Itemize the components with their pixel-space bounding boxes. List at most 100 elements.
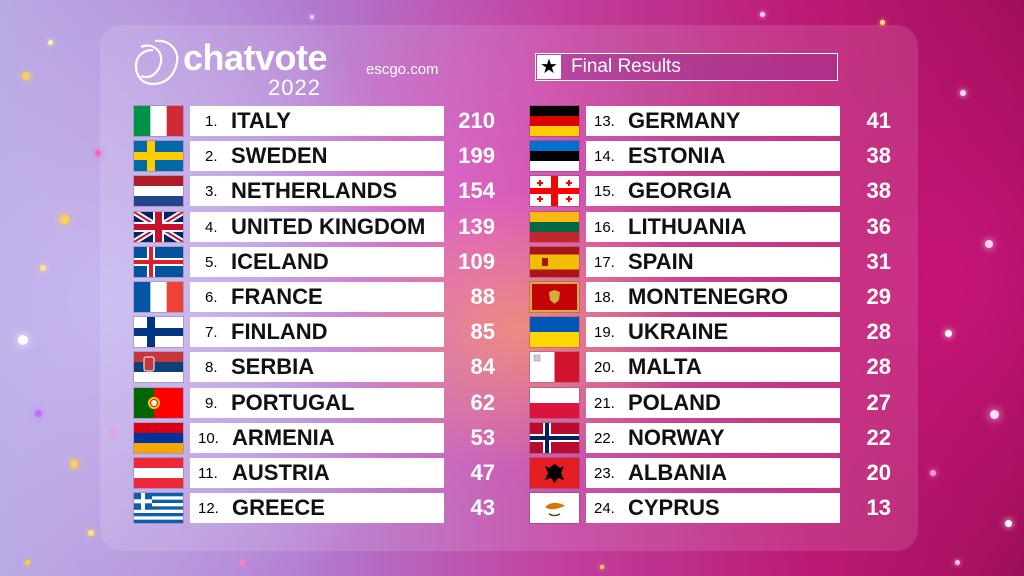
- points-value: 28: [866, 319, 891, 345]
- rank-label: 9.: [205, 394, 218, 412]
- confetti-dot: [25, 560, 30, 565]
- result-row: 19. UKRAINE 28: [530, 317, 891, 348]
- result-row: 21. POLAND 27: [530, 387, 891, 418]
- rank-label: 7.: [205, 324, 218, 342]
- result-row: 3. NETHERLANDS 154: [134, 176, 495, 207]
- rank-label: 11.: [198, 465, 218, 482]
- result-row: 14. ESTONIA 38: [530, 141, 891, 172]
- flag-france-icon: [134, 282, 183, 312]
- rank-label: 12.: [198, 500, 219, 518]
- rank-label: 6.: [205, 289, 218, 306]
- result-row: 13. GERMANY 41: [530, 106, 891, 136]
- confetti-dot: [930, 470, 936, 476]
- points-value: 139: [458, 213, 495, 239]
- country-box: 5. ICELAND: [190, 246, 444, 277]
- result-row: 10. ARMENIA 53: [134, 422, 495, 453]
- country-name: AUSTRIA: [232, 460, 330, 485]
- flag-estonia-icon: [530, 141, 579, 172]
- country-box: 6. FRANCE: [190, 282, 444, 312]
- country-name: ALBANIA: [628, 460, 727, 485]
- country-box: 15. GEORGIA: [586, 176, 840, 207]
- rank-label: 1.: [205, 113, 218, 130]
- country-box: 8. SERBIA: [190, 352, 444, 383]
- rank-label: 16.: [594, 218, 615, 236]
- flag-sweden-icon: [134, 141, 183, 172]
- country-box: 2. SWEDEN: [190, 141, 444, 172]
- country-name: POLAND: [628, 389, 721, 415]
- flag-malta-icon: [530, 352, 579, 383]
- rank-label: 24.: [594, 500, 615, 518]
- points-value: 38: [866, 143, 891, 169]
- rank-label: 8.: [205, 359, 218, 377]
- flag-iceland-icon: [134, 246, 183, 277]
- country-name: UNITED KINGDOM: [231, 213, 426, 239]
- result-row: 11. AUSTRIA 47: [134, 458, 495, 488]
- points-value: 43: [470, 495, 495, 521]
- flag-germany-icon: [530, 106, 579, 136]
- confetti-dot: [1005, 520, 1012, 527]
- flag-netherlands-icon: [134, 176, 183, 207]
- flag-italy-icon: [134, 106, 183, 136]
- rank-label: 20.: [594, 359, 615, 377]
- country-box: 22. NORWAY: [586, 422, 840, 453]
- country-box: 9. PORTUGAL: [190, 387, 444, 418]
- result-row: 2. SWEDEN 199: [134, 141, 495, 172]
- country-name: ESTONIA: [628, 143, 726, 169]
- confetti-dot: [48, 40, 53, 45]
- flag-portugal-icon: [134, 387, 183, 418]
- result-row: 6. FRANCE 88: [134, 282, 495, 312]
- confetti-dot: [40, 265, 46, 271]
- confetti-dot: [60, 215, 69, 224]
- logo-text: chatvote: [183, 37, 328, 78]
- country-box: 19. UKRAINE: [586, 317, 840, 348]
- confetti-dot: [70, 460, 78, 468]
- points-value: 109: [458, 248, 495, 274]
- country-name: ITALY: [231, 108, 291, 133]
- confetti-dot: [945, 330, 952, 337]
- points-value: 28: [866, 354, 891, 380]
- rank-label: 21.: [594, 394, 615, 412]
- final-results-label: Final Results: [571, 56, 681, 77]
- result-row: 18. MONTENEGRO 29: [530, 282, 891, 312]
- country-name: FINLAND: [231, 319, 328, 345]
- result-row: 7. FINLAND 85: [134, 317, 495, 348]
- result-row: 24. CYPRUS 13: [530, 493, 891, 524]
- country-box: 20. MALTA: [586, 352, 840, 383]
- country-box: 16. LITHUANIA: [586, 211, 840, 242]
- country-name: GREECE: [232, 495, 325, 521]
- country-box: 11. AUSTRIA: [190, 458, 444, 488]
- points-value: 62: [470, 389, 495, 415]
- flag-greece-icon: [134, 493, 183, 524]
- country-name: NETHERLANDS: [231, 178, 398, 204]
- points-value: 88: [470, 284, 495, 309]
- points-value: 53: [470, 424, 495, 450]
- confetti-dot: [960, 90, 966, 96]
- confetti-dot: [35, 410, 42, 417]
- country-name: GEORGIA: [628, 178, 732, 204]
- points-value: 85: [470, 319, 495, 345]
- country-name: NORWAY: [628, 424, 725, 450]
- confetti-dot: [600, 565, 604, 569]
- site-link[interactable]: escgo.com: [366, 61, 439, 78]
- country-box: 13. GERMANY: [586, 106, 840, 136]
- confetti-dot: [88, 530, 94, 536]
- country-name: ARMENIA: [232, 424, 335, 450]
- result-row: 1. ITALY 210: [134, 106, 495, 136]
- result-row: 22. NORWAY 22: [530, 422, 891, 453]
- country-box: 10. ARMENIA: [190, 422, 444, 453]
- flag-cyprus-icon: [530, 493, 579, 524]
- logo-year: 2022: [268, 75, 321, 100]
- country-box: 12. GREECE: [190, 493, 444, 524]
- result-row: 15. GEORGIA 38: [530, 176, 891, 207]
- flag-serbia-icon: [134, 352, 183, 383]
- country-box: 1. ITALY: [190, 106, 444, 136]
- rank-label: 10.: [198, 429, 219, 447]
- points-value: 154: [458, 178, 495, 204]
- country-name: FRANCE: [231, 284, 323, 309]
- result-row: 8. SERBIA 84: [134, 352, 495, 383]
- points-value: 22: [866, 424, 891, 450]
- flag-montenegro-icon: [530, 282, 579, 312]
- rank-label: 13.: [594, 113, 615, 130]
- country-box: 3. NETHERLANDS: [190, 176, 444, 207]
- confetti-dot: [985, 240, 993, 248]
